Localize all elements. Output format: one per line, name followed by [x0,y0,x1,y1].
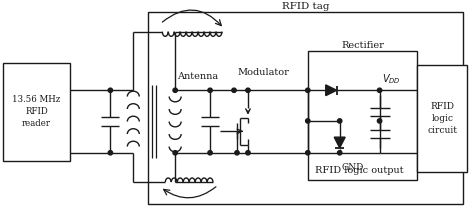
Circle shape [246,88,250,92]
Polygon shape [326,85,337,96]
Circle shape [306,151,310,155]
Text: RFID
logic
circuit: RFID logic circuit [428,102,457,135]
Text: $V_{DD}$: $V_{DD}$ [382,73,401,86]
Bar [418,65,467,172]
Circle shape [337,119,342,123]
Circle shape [306,119,310,123]
Circle shape [173,151,177,155]
Bar [148,12,463,204]
Text: Antenna: Antenna [177,72,218,81]
Text: 13.56 MHz
RFID
reader: 13.56 MHz RFID reader [12,95,61,128]
Circle shape [108,88,112,92]
Text: Modulator: Modulator [237,68,289,77]
Circle shape [377,88,382,92]
Text: RFID logic output: RFID logic output [315,167,404,175]
Text: GND: GND [342,163,364,172]
Text: RFID tag: RFID tag [282,2,329,11]
Circle shape [208,88,212,92]
Circle shape [377,119,382,123]
Polygon shape [334,137,345,148]
Circle shape [173,88,177,92]
Circle shape [232,88,236,92]
Circle shape [337,151,342,155]
Bar [3,63,71,161]
Text: Rectifier: Rectifier [341,41,384,50]
Circle shape [208,151,212,155]
Circle shape [235,151,239,155]
Circle shape [246,151,250,155]
Circle shape [306,88,310,92]
Bar [308,51,418,180]
Circle shape [108,151,112,155]
